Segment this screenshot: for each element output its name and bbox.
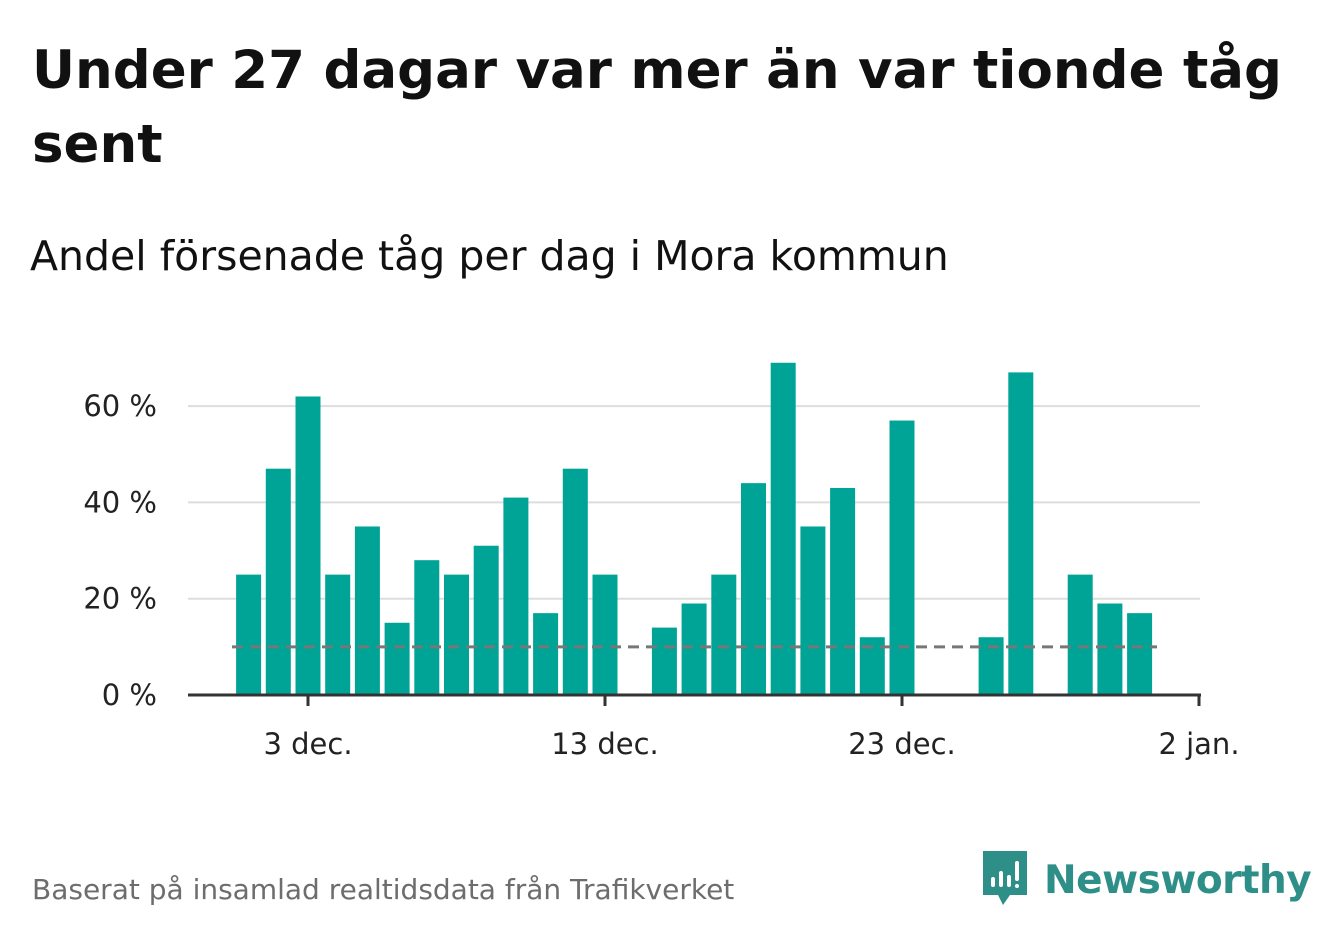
bar bbox=[592, 574, 618, 695]
chart-subtitle: Andel försenade tåg per dag i Mora kommu… bbox=[30, 232, 949, 280]
x-axis bbox=[188, 693, 1201, 706]
bars bbox=[236, 362, 1153, 695]
bar bbox=[1127, 613, 1153, 695]
x-tick-label: 3 dec. bbox=[263, 727, 352, 761]
x-tick-label: 13 dec. bbox=[551, 727, 659, 761]
bar bbox=[741, 483, 766, 695]
bar bbox=[681, 603, 707, 695]
chart-title: Under 27 dagar var mer än var tionde tåg… bbox=[32, 40, 1282, 175]
y-axis-tick-labels: 0 % 20 % 40 % 60 % bbox=[83, 389, 157, 712]
bar bbox=[800, 526, 826, 695]
bar bbox=[503, 497, 529, 695]
bar bbox=[562, 468, 588, 695]
y-tick-label: 40 % bbox=[83, 485, 157, 519]
gridlines bbox=[188, 405, 1200, 600]
brand-name: Newsworthy bbox=[1044, 857, 1312, 903]
bar bbox=[265, 468, 291, 695]
y-tick-label: 60 % bbox=[83, 389, 157, 423]
bar bbox=[1067, 574, 1093, 695]
bar bbox=[384, 622, 410, 695]
bar bbox=[1097, 603, 1123, 695]
bar bbox=[236, 574, 262, 695]
bar bbox=[414, 560, 440, 695]
bar bbox=[770, 362, 796, 695]
bar bbox=[473, 545, 499, 695]
bar bbox=[711, 574, 737, 695]
x-tick-label: 23 dec. bbox=[848, 727, 956, 761]
x-tick-label: 2 jan. bbox=[1158, 727, 1239, 761]
bar bbox=[889, 420, 915, 695]
brand-logo: Newsworthy bbox=[980, 848, 1312, 912]
newsworthy-logo-icon bbox=[983, 851, 1027, 905]
bar bbox=[830, 487, 856, 695]
bar bbox=[295, 396, 321, 695]
y-tick-label: 20 % bbox=[83, 582, 157, 616]
bar bbox=[444, 574, 469, 695]
bar bbox=[533, 613, 559, 695]
bar bbox=[651, 627, 677, 695]
bar bbox=[325, 574, 351, 695]
bar bbox=[354, 526, 380, 695]
source-note: Baserat på insamlad realtidsdata från Tr… bbox=[32, 873, 735, 906]
bar bbox=[1008, 372, 1034, 695]
x-axis-tick-labels: 3 dec. 13 dec. 23 dec. 2 jan. bbox=[263, 727, 1239, 761]
y-tick-label: 0 % bbox=[102, 678, 157, 712]
